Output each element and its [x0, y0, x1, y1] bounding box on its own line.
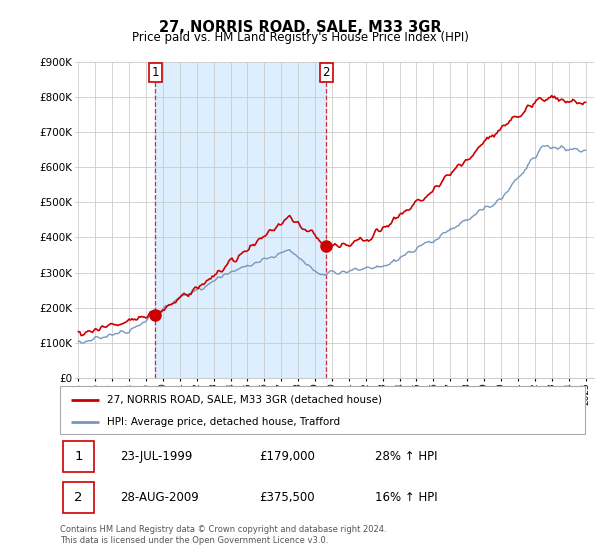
Bar [155, 62, 326, 378]
Text: £179,000: £179,000 [260, 450, 316, 463]
Text: Contains HM Land Registry data © Crown copyright and database right 2024.
This d: Contains HM Land Registry data © Crown c… [60, 525, 386, 545]
FancyBboxPatch shape [62, 482, 94, 513]
Text: 2: 2 [322, 66, 330, 78]
Text: 1: 1 [74, 450, 83, 463]
Text: 2: 2 [74, 491, 83, 504]
Text: 16% ↑ HPI: 16% ↑ HPI [375, 491, 437, 504]
Text: 28% ↑ HPI: 28% ↑ HPI [375, 450, 437, 463]
Text: 23-JUL-1999: 23-JUL-1999 [121, 450, 193, 463]
Text: 28-AUG-2009: 28-AUG-2009 [121, 491, 199, 504]
Text: 27, NORRIS ROAD, SALE, M33 3GR (detached house): 27, NORRIS ROAD, SALE, M33 3GR (detached… [107, 395, 382, 405]
Text: £375,500: £375,500 [260, 491, 315, 504]
Text: 1: 1 [152, 66, 159, 78]
FancyBboxPatch shape [60, 386, 585, 434]
Text: Price paid vs. HM Land Registry's House Price Index (HPI): Price paid vs. HM Land Registry's House … [131, 31, 469, 44]
Text: 27, NORRIS ROAD, SALE, M33 3GR: 27, NORRIS ROAD, SALE, M33 3GR [158, 20, 442, 35]
Text: HPI: Average price, detached house, Trafford: HPI: Average price, detached house, Traf… [107, 417, 340, 427]
FancyBboxPatch shape [62, 441, 94, 472]
